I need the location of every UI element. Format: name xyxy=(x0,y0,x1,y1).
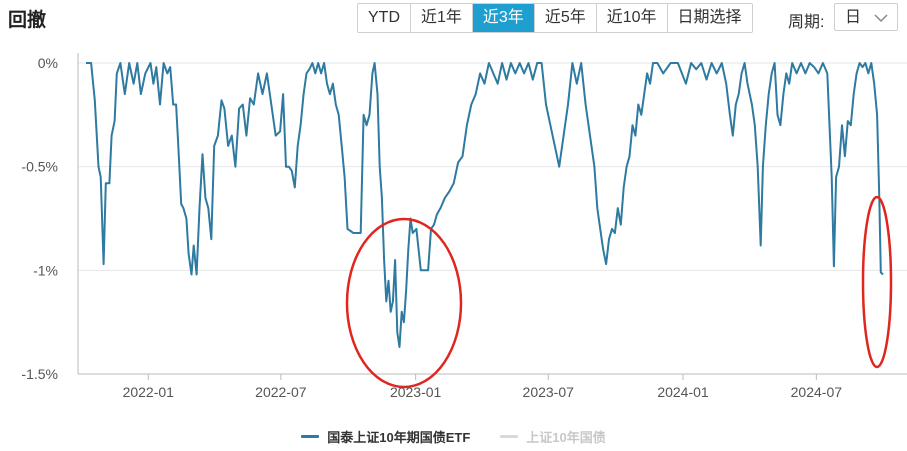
y-tick-label: 0% xyxy=(38,55,58,71)
y-tick-label: -1% xyxy=(33,262,58,278)
x-tick-label: 2024-07 xyxy=(791,384,843,400)
series-line-etf xyxy=(86,62,884,348)
legend-label-index: 上证10年国债 xyxy=(526,430,606,445)
x-tick-label: 2024-01 xyxy=(657,384,709,400)
legend: 国泰上证10年期国债ETF 上证10年国债 xyxy=(0,427,907,446)
range-ytd-button[interactable]: YTD xyxy=(358,4,411,32)
series-layer xyxy=(86,62,884,348)
chevron-down-icon xyxy=(874,14,888,23)
y-tick-label: -0.5% xyxy=(21,159,58,175)
legend-item-etf[interactable]: 国泰上证10年期国债ETF xyxy=(301,427,470,446)
legend-label-etf: 国泰上证10年期国债ETF xyxy=(327,430,471,445)
legend-swatch-index xyxy=(500,435,519,438)
date-picker-button[interactable]: 日期选择 xyxy=(667,4,752,32)
period-select[interactable]: 日 xyxy=(834,3,898,31)
legend-item-index[interactable]: 上证10年国债 xyxy=(500,427,606,446)
range-1y-button[interactable]: 近1年 xyxy=(411,4,473,32)
range-10y-button[interactable]: 近10年 xyxy=(596,4,668,32)
period-label: 周期: xyxy=(788,14,825,31)
period-value: 日 xyxy=(845,9,862,26)
range-5y-button[interactable]: 近5年 xyxy=(534,4,597,32)
x-tick-label: 2022-01 xyxy=(123,384,175,400)
annotation-circle-right xyxy=(861,195,893,369)
legend-swatch-etf xyxy=(301,435,320,438)
axis-layer: 0%-0.5%-1%-1.5%2022-01 2022-07 2023-01 2023… xyxy=(21,53,907,400)
x-tick-label: 2023-07 xyxy=(523,384,575,400)
y-tick-label: -1.5% xyxy=(21,366,58,382)
range-3y-button[interactable]: 近3年 xyxy=(472,4,535,32)
page-title: 回撤 xyxy=(8,10,47,31)
drawdown-chart: 0%-0.5%-1%-1.5%2022-01 2022-07 2023-01 2023… xyxy=(21,53,907,400)
x-tick-label: 2022-07 xyxy=(255,384,307,400)
annotation-circle-left xyxy=(345,217,463,389)
annotation-layer xyxy=(345,195,893,389)
range-selector: YTD 近1年 近3年 近5年 近10年 日期选择 xyxy=(357,3,753,33)
